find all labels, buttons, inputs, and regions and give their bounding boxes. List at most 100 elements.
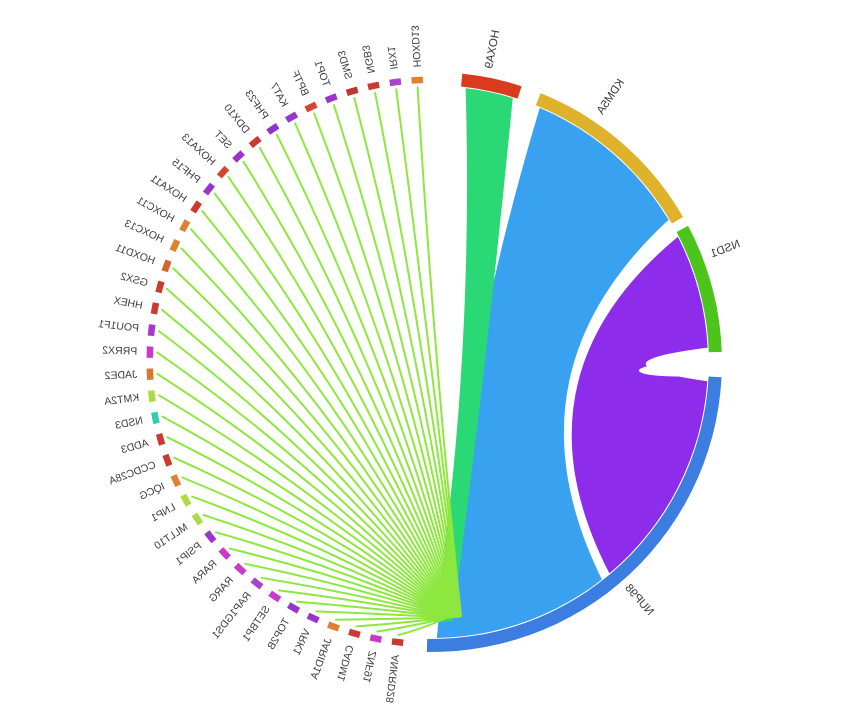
connector-line-vrk1 <box>315 610 450 619</box>
ribbon-nup98-hoxa9 <box>434 88 513 623</box>
gene-label-smd3: SMD3 <box>335 49 355 81</box>
tick-hoxa11 <box>190 200 202 214</box>
band-hoxa9 <box>461 73 522 99</box>
gene-label-nsd3: NSD3 <box>114 415 144 432</box>
tick-hoxc11 <box>179 219 191 233</box>
connector-line-add3 <box>166 436 454 619</box>
gene-label-psip1: PSIP1 <box>173 540 204 568</box>
tick-setbp1 <box>268 590 282 603</box>
gene-label-kat7: KAT7 <box>267 81 290 109</box>
tick-nsd3 <box>151 411 160 425</box>
tick-prrx2 <box>146 346 154 358</box>
tick-vrk1 <box>306 612 320 624</box>
gene-label-hhex: HHEX <box>113 295 144 312</box>
connector-line-iqcg <box>181 476 454 619</box>
tick-add3 <box>155 433 166 446</box>
tick-smd3 <box>345 86 359 96</box>
connector-line-psip1 <box>215 531 453 619</box>
gene-label-kmt2a: KMT2A <box>104 392 140 408</box>
connector-line-kmt2a <box>158 394 455 619</box>
tick-hoxa13 <box>216 165 230 179</box>
tick-kat7 <box>285 111 299 123</box>
connector-line-prrx2 <box>156 351 456 618</box>
tick-lnp1 <box>180 493 192 507</box>
gene-label-gsx2: GSX2 <box>119 270 149 289</box>
connector-line-phf15 <box>213 192 459 618</box>
tick-ccdc28a <box>162 453 173 467</box>
gene-label-prrx2: PRRX2 <box>102 344 138 357</box>
gene-label-mllt10: MLLT10 <box>152 521 190 552</box>
tick-rara <box>218 547 231 560</box>
tick-hoxd11 <box>161 259 172 273</box>
connector-line-gsx2 <box>165 287 457 618</box>
band-kdm5a <box>535 93 684 224</box>
tick-rap1gds1 <box>250 577 264 590</box>
connector-line-jade2 <box>156 372 455 619</box>
tick-iqcg <box>170 474 182 488</box>
gene-label-hoxd13: HOXD13 <box>408 25 422 68</box>
tick-hoxc13 <box>169 239 181 252</box>
tick-jade2 <box>146 368 154 380</box>
tick-hhex <box>150 302 160 315</box>
connector-line-rara <box>229 547 452 619</box>
gene-label-phf23: PHF23 <box>242 88 270 122</box>
connector-line-hoxc13 <box>180 247 458 618</box>
gene-label-ccdc28a: CCDC28A <box>107 459 157 487</box>
tick-phf23 <box>266 123 280 135</box>
gene-label-pou1f1: POU1F1 <box>97 318 139 335</box>
connector-line-top1 <box>332 104 461 618</box>
gene-label-top1: TOP1 <box>311 59 332 89</box>
gene-label-top2b: TOP2B <box>265 616 292 652</box>
tick-kmt2a <box>148 390 156 403</box>
gene-label-phf15: PHF15 <box>169 156 202 186</box>
gene-label-add3: ADD3 <box>120 437 150 456</box>
tick-mllt10 <box>191 512 204 526</box>
tick-psip1 <box>204 530 217 544</box>
tick-top1 <box>324 93 338 104</box>
connector-line-ngb3 <box>374 92 462 618</box>
tick-cadm1 <box>348 628 361 638</box>
connector-line-hoxd13 <box>416 86 462 618</box>
ribbon-nup98-kdm5a <box>436 107 669 638</box>
connector-line-bptf <box>313 112 461 618</box>
connector-line-set <box>242 160 459 618</box>
gene-label-hoxc11: HOXC11 <box>134 194 176 224</box>
band-nsd1 <box>676 225 722 353</box>
gene-label-ngb3: NGB3 <box>359 44 377 75</box>
connector-line-rap1gds1 <box>260 576 452 619</box>
connector-line-ankrd28 <box>397 616 449 636</box>
gene-label-nsd1: NSD1 <box>709 238 742 260</box>
gene-label-nup98: NUP98 <box>622 582 655 618</box>
connector-line-hhex <box>161 308 456 618</box>
gene-label-hoxc13: HOXC13 <box>122 217 165 245</box>
connector-line-hoxa13 <box>227 176 459 618</box>
gene-label-lnp1: LNP1 <box>149 501 178 524</box>
gene-label-bptf: BPTF <box>289 69 311 98</box>
connector-line-irx1 <box>395 88 462 618</box>
connector-line-hoxc11 <box>190 228 458 618</box>
gene-label-setbp1: SETBP1 <box>240 604 272 644</box>
connector-line-rarg <box>244 562 452 619</box>
tick-ankrd28 <box>391 638 404 646</box>
gene-label-ankrd28: ANKRD28 <box>384 654 402 704</box>
connector-line-smd3 <box>353 97 461 618</box>
connector-line-hoxa11 <box>201 210 458 618</box>
tick-ngb3 <box>367 81 380 91</box>
gene-label-rarg: RARG <box>207 574 236 604</box>
gap-notch <box>638 361 743 377</box>
tick-set <box>232 150 245 163</box>
tick-top2b <box>287 602 301 614</box>
gene-label-cadm1: CADM1 <box>335 644 357 683</box>
connector-line-top2b <box>296 600 451 619</box>
tick-bptf <box>304 101 318 113</box>
tick-hoxd13 <box>411 76 423 84</box>
gene-label-hoxd11: HOXD11 <box>114 242 157 267</box>
tick-irx1 <box>389 78 402 87</box>
gene-label-hoxa9: HOXA9 <box>483 29 502 70</box>
connector-line-jarid1a <box>335 616 450 621</box>
tick-znf91 <box>369 634 382 643</box>
gene-label-irx1: IRX1 <box>385 45 400 70</box>
tick-gsx2 <box>155 280 165 294</box>
